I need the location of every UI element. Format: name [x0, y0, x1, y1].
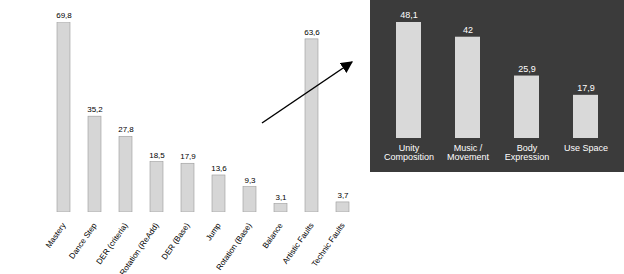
svg-text:Rotation (Base): Rotation (Base) — [214, 221, 253, 272]
svg-text:Use Space: Use Space — [564, 143, 608, 153]
svg-text:63,6: 63,6 — [304, 28, 320, 37]
svg-text:42: 42 — [463, 25, 473, 35]
svg-text:18,5: 18,5 — [149, 151, 165, 160]
svg-text:3,7: 3,7 — [337, 191, 349, 200]
svg-text:Artistic Faults: Artistic Faults — [281, 221, 316, 265]
svg-text:Technic Faults: Technic Faults — [310, 221, 347, 268]
svg-text:9,3: 9,3 — [244, 176, 256, 185]
svg-text:69,8: 69,8 — [56, 11, 72, 20]
svg-text:13,6: 13,6 — [211, 164, 227, 173]
svg-text:Jump: Jump — [204, 221, 223, 243]
svg-text:48,1: 48,1 — [400, 10, 418, 20]
svg-text:Mastery: Mastery — [44, 221, 68, 249]
svg-text:27,8: 27,8 — [118, 125, 134, 134]
svg-text:DER (criteria): DER (criteria) — [95, 221, 130, 266]
svg-text:DER (Base): DER (Base) — [160, 221, 192, 261]
svg-text:3,1: 3,1 — [275, 193, 287, 202]
svg-text:Music /Movement: Music /Movement — [447, 143, 490, 162]
svg-text:Balance: Balance — [261, 221, 285, 250]
svg-text:UnityComposition: UnityComposition — [384, 143, 434, 162]
svg-text:35,2: 35,2 — [87, 105, 103, 114]
svg-text:25,9: 25,9 — [518, 64, 536, 74]
svg-text:17,9: 17,9 — [577, 83, 595, 93]
svg-text:17,9: 17,9 — [180, 152, 196, 161]
svg-text:BodyExpression: BodyExpression — [505, 143, 550, 162]
svg-text:Rotation (ReAdd): Rotation (ReAdd) — [118, 221, 161, 274]
svg-text:Dance Step: Dance Step — [67, 221, 99, 261]
